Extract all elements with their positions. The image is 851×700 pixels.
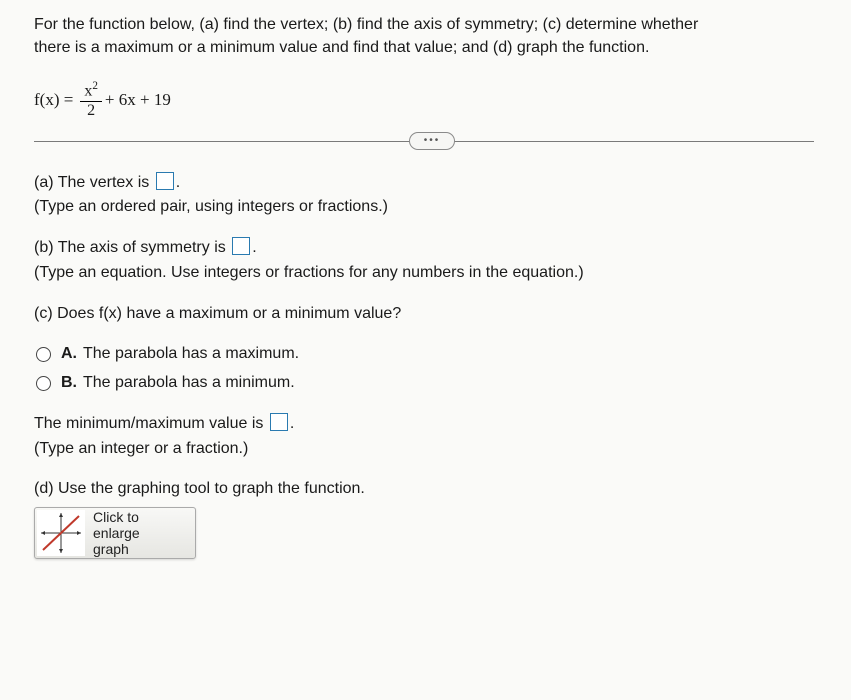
part-c-choices: A.The parabola has a maximum. B.The para… (36, 343, 829, 394)
formula-suffix: + 6x + 19 (105, 88, 171, 112)
part-b-hint: (Type an equation. Use integers or fract… (34, 262, 829, 285)
part-c: (c) Does f(x) have a maximum or a minimu… (34, 303, 829, 326)
choice-b[interactable]: B.The parabola has a minimum. (36, 372, 829, 395)
part-d-prompt: (d) Use the graphing tool to graph the f… (34, 478, 829, 501)
part-a-line: (a) The vertex is . (34, 172, 829, 195)
value-label: The minimum/maximum value is (34, 415, 263, 432)
choice-a[interactable]: A.The parabola has a maximum. (36, 343, 829, 366)
part-b: (b) The axis of symmetry is . (Type an e… (34, 237, 829, 284)
part-a-label: (a) The vertex is (34, 174, 149, 191)
radio-icon (36, 347, 51, 362)
fraction: x2 2 (80, 81, 102, 118)
numerator: x2 (80, 81, 102, 101)
enlarge-graph-button[interactable]: Click to enlarge graph (34, 507, 196, 559)
choice-text: B.The parabola has a minimum. (61, 372, 295, 395)
value-input[interactable] (270, 413, 288, 431)
part-b-line: (b) The axis of symmetry is . (34, 237, 829, 260)
value-hint: (Type an integer or a fraction.) (34, 438, 829, 461)
graph-button-text: Click to enlarge graph (93, 509, 140, 557)
radio-icon (36, 376, 51, 391)
part-c-value: The minimum/maximum value is . (Type an … (34, 413, 829, 460)
expand-pill[interactable]: ••• (409, 132, 455, 150)
period: . (176, 174, 180, 191)
question-intro: For the function below, (a) find the ver… (34, 14, 829, 59)
period: . (252, 239, 256, 256)
period: . (290, 415, 294, 432)
intro-line: there is a maximum or a minimum value an… (34, 37, 829, 60)
part-d: (d) Use the graphing tool to graph the f… (34, 478, 829, 501)
part-b-label: (b) The axis of symmetry is (34, 239, 226, 256)
choice-text: A.The parabola has a maximum. (61, 343, 299, 366)
part-c-prompt: (c) Does f(x) have a maximum or a minimu… (34, 303, 829, 326)
vertex-input[interactable] (156, 172, 174, 190)
formula-prefix: f(x) = (34, 88, 73, 112)
value-line: The minimum/maximum value is . (34, 413, 829, 436)
graph-thumbnail-icon (37, 510, 85, 556)
intro-line: For the function below, (a) find the ver… (34, 14, 829, 37)
part-a-hint: (Type an ordered pair, using integers or… (34, 196, 829, 219)
part-a: (a) The vertex is . (Type an ordered pai… (34, 172, 829, 219)
section-divider: ••• (34, 141, 829, 142)
function-formula: f(x) = x2 2 + 6x + 19 (34, 81, 829, 118)
axis-input[interactable] (232, 237, 250, 255)
denominator: 2 (87, 102, 95, 119)
